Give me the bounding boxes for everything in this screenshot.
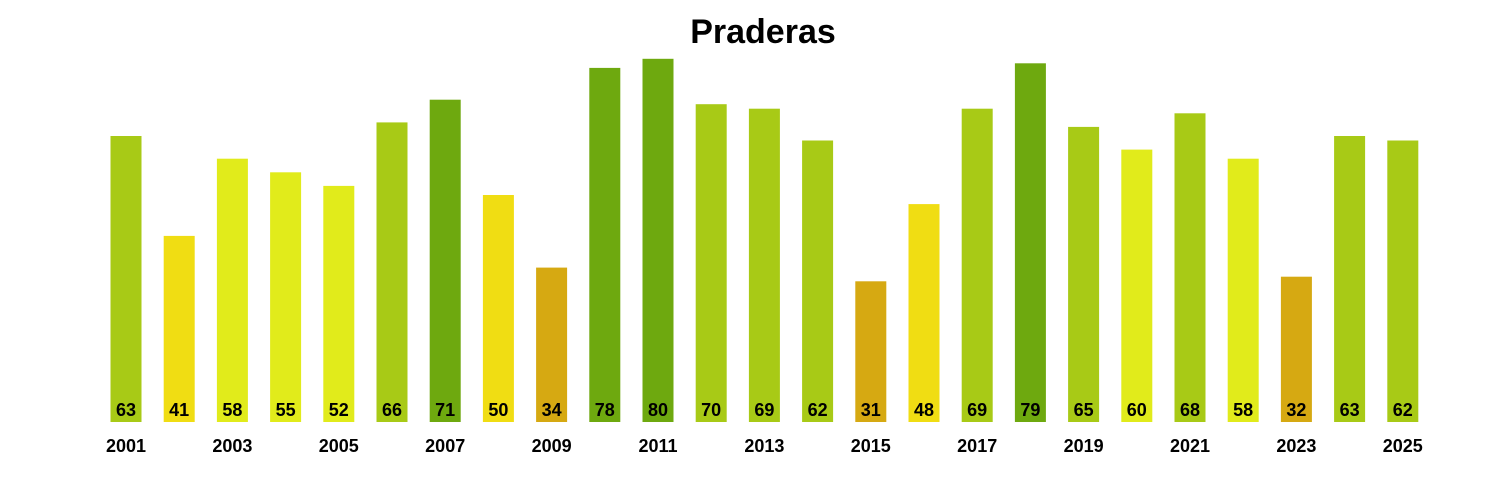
- value-label-2025: 62: [1393, 400, 1413, 420]
- bar-2022: [1227, 158, 1259, 422]
- bar-2016: [908, 204, 940, 422]
- bar-2018: [1014, 63, 1046, 423]
- bar-2006: [376, 122, 408, 423]
- value-label-2004: 55: [276, 400, 296, 420]
- bar-2010: [589, 67, 621, 423]
- chart-title: Praderas: [690, 13, 836, 51]
- bar-2011: [642, 58, 674, 423]
- value-label-2008: 50: [488, 400, 508, 420]
- value-label-2003: 58: [222, 400, 242, 420]
- bar-2009: [536, 267, 568, 422]
- value-labels-group: 63 41 58 55 52 66 71 50 34 78 80 70 69 62 31 48 69 79 65 60…: [116, 400, 1413, 420]
- value-label-2014: 62: [808, 400, 828, 420]
- x-tick-label-2019: 2019: [1064, 436, 1104, 456]
- value-label-2010: 78: [595, 400, 615, 420]
- bar-2012: [695, 104, 727, 422]
- x-tick-label-2017: 2017: [957, 436, 997, 456]
- value-label-2018: 79: [1020, 400, 1040, 420]
- value-label-2022: 58: [1233, 400, 1253, 420]
- bar-2019: [1068, 126, 1100, 423]
- bar-2013: [748, 108, 780, 422]
- value-label-2011: 80: [648, 400, 668, 420]
- bar-2025: [1387, 140, 1419, 422]
- value-label-2009: 34: [542, 400, 562, 420]
- bar-2023: [1280, 276, 1312, 422]
- value-label-2015: 31: [861, 400, 881, 420]
- bar-2020: [1121, 149, 1153, 422]
- bar-2014: [802, 140, 834, 422]
- bar-2015: [855, 281, 887, 422]
- value-label-2012: 70: [701, 400, 721, 420]
- x-tick-label-2007: 2007: [425, 436, 465, 456]
- x-tick-label-2013: 2013: [744, 436, 784, 456]
- bar-2021: [1174, 113, 1206, 423]
- x-axis-ticks: 2001 2003 2005 2007 2009 2011 2013 2015 2017 2019…: [106, 436, 1423, 456]
- value-label-2005: 52: [329, 400, 349, 420]
- value-label-2017: 69: [967, 400, 987, 420]
- value-label-2020: 60: [1127, 400, 1147, 420]
- bar-2001: [110, 136, 142, 422]
- x-tick-label-2011: 2011: [638, 436, 677, 456]
- x-tick-label-2015: 2015: [851, 436, 891, 456]
- value-label-2019: 65: [1074, 400, 1094, 420]
- x-tick-label-2023: 2023: [1276, 436, 1316, 456]
- bar-2008: [482, 195, 514, 422]
- value-label-2023: 32: [1286, 400, 1306, 420]
- x-tick-label-2021: 2021: [1170, 436, 1210, 456]
- value-label-2013: 69: [754, 400, 774, 420]
- value-label-2001: 63: [116, 400, 136, 420]
- value-label-2007: 71: [435, 400, 455, 420]
- x-tick-label-2001: 2001: [106, 436, 146, 456]
- value-label-2002: 41: [169, 400, 189, 420]
- bar-2007: [429, 99, 461, 422]
- value-label-2021: 68: [1180, 400, 1200, 420]
- bar-2024: [1334, 136, 1366, 422]
- x-tick-label-2025: 2025: [1383, 436, 1423, 456]
- bars-group: [110, 58, 1419, 423]
- x-tick-label-2009: 2009: [532, 436, 572, 456]
- bar-2003: [216, 158, 248, 422]
- bar-2017: [961, 108, 993, 422]
- x-tick-label-2005: 2005: [319, 436, 359, 456]
- x-tick-label-2003: 2003: [212, 436, 252, 456]
- value-label-2024: 63: [1340, 400, 1360, 420]
- value-label-2006: 66: [382, 400, 402, 420]
- bar-2005: [323, 185, 355, 422]
- value-label-2016: 48: [914, 400, 934, 420]
- bar-2002: [163, 235, 195, 422]
- bar-2004: [270, 172, 302, 422]
